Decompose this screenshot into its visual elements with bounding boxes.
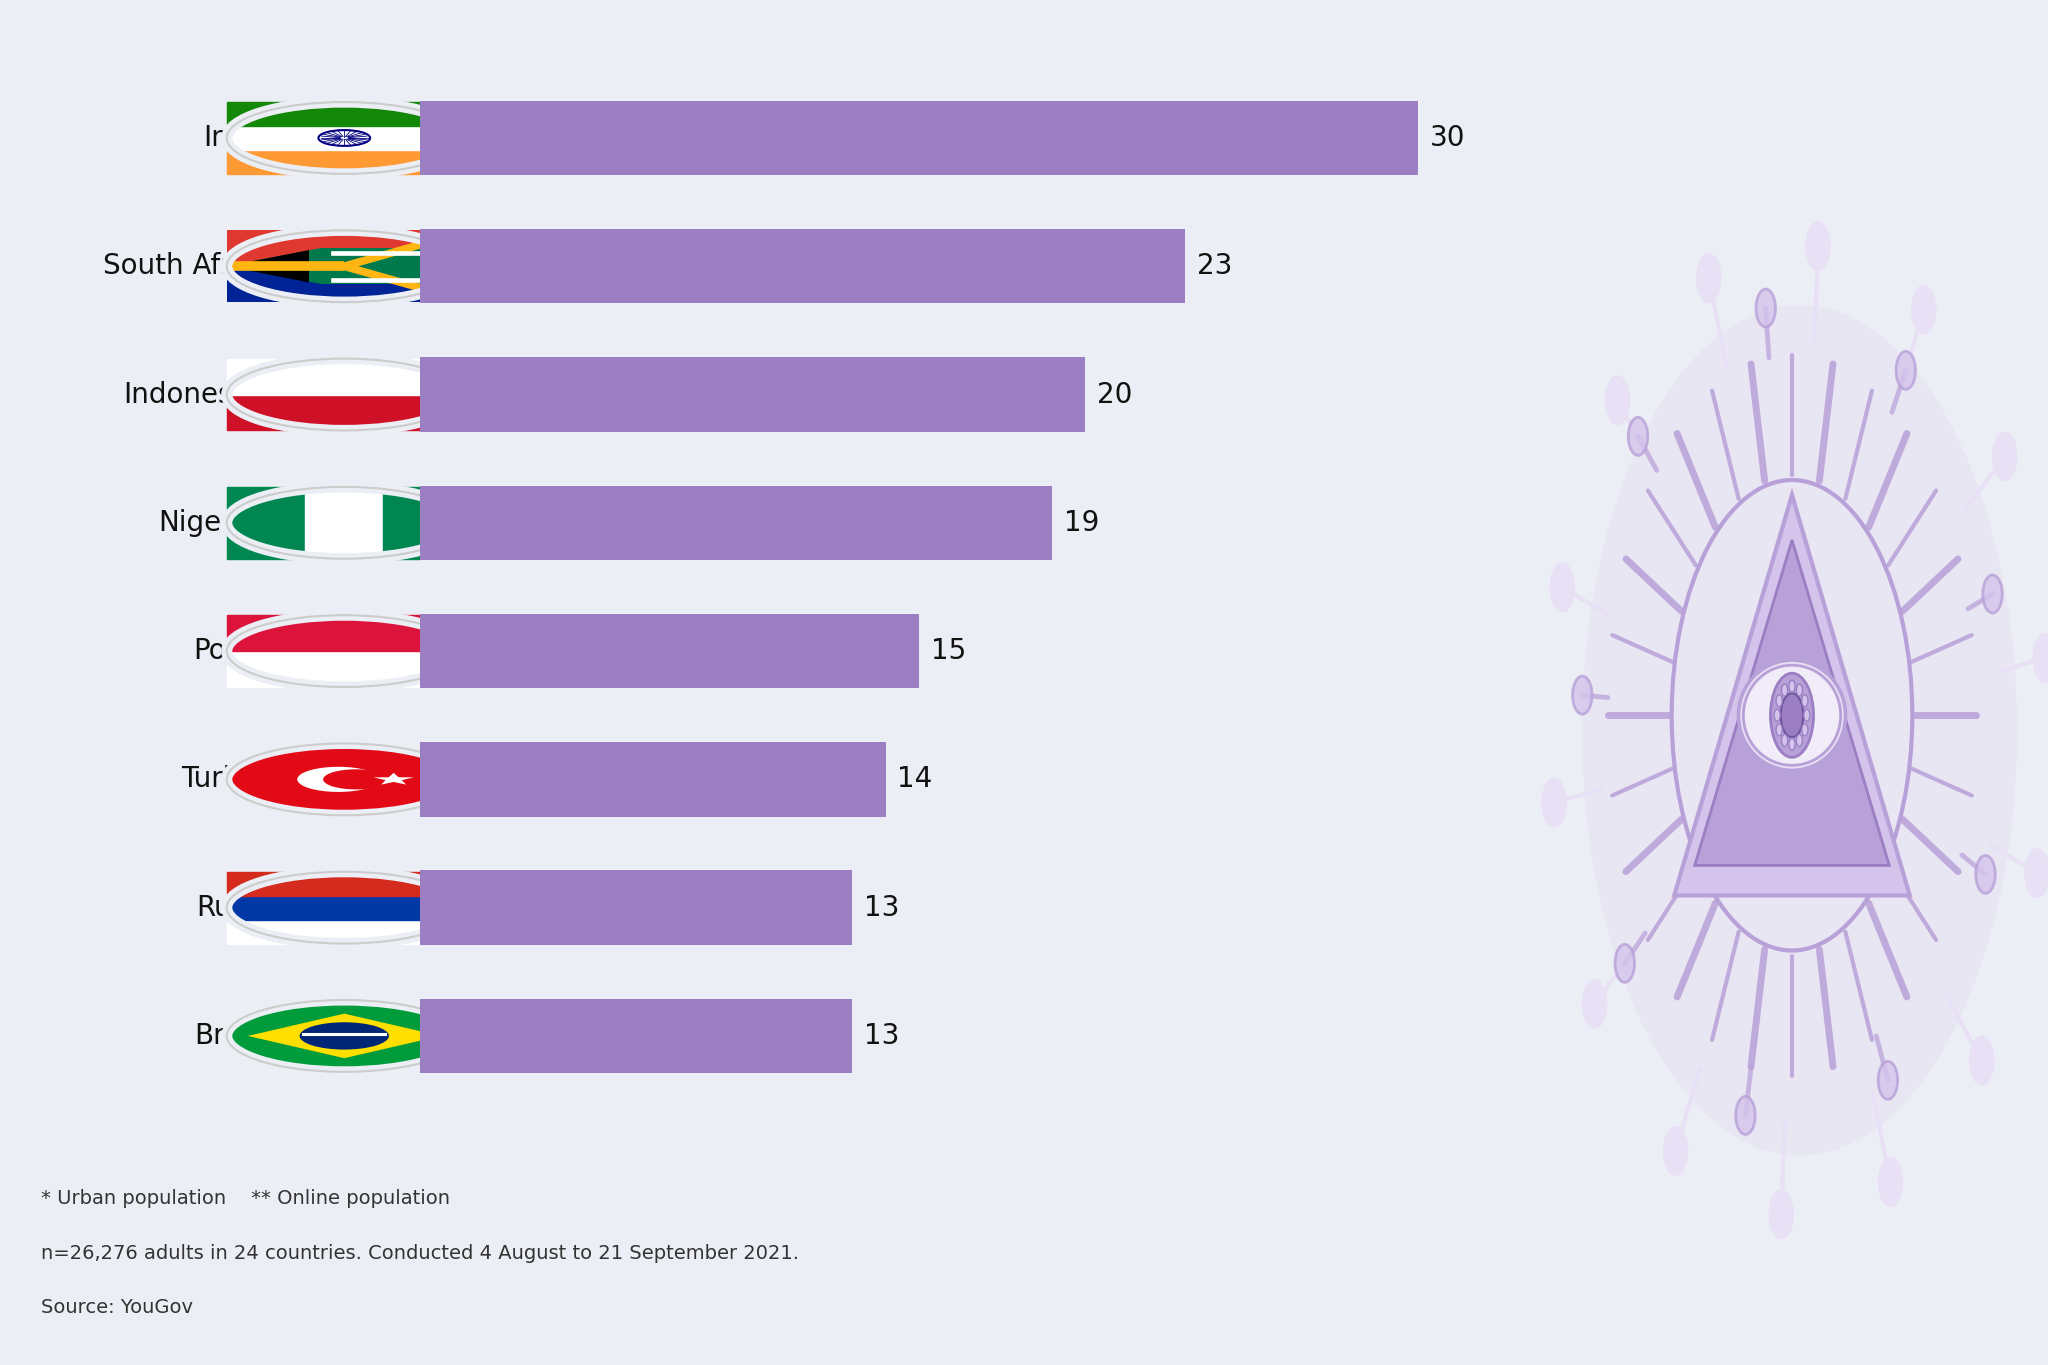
Bar: [420, 999, 852, 1073]
Circle shape: [1993, 431, 2017, 482]
Polygon shape: [227, 266, 463, 302]
Text: 14: 14: [897, 766, 932, 793]
Ellipse shape: [1739, 661, 1845, 770]
Text: n=26,276 adults in 24 countries. Conducted 4 August to 21 September 2021.: n=26,276 adults in 24 countries. Conduct…: [41, 1244, 799, 1263]
Circle shape: [227, 231, 461, 302]
Polygon shape: [373, 773, 414, 785]
Bar: [227, 895, 463, 920]
Circle shape: [1796, 684, 1802, 696]
Text: Poland: Poland: [193, 637, 285, 665]
Text: 23: 23: [1196, 253, 1233, 280]
Circle shape: [1878, 1062, 1898, 1099]
Circle shape: [1802, 695, 1808, 707]
Bar: [227, 651, 463, 687]
Circle shape: [227, 744, 461, 815]
Circle shape: [1776, 695, 1782, 707]
Circle shape: [1976, 856, 1995, 894]
Bar: [420, 486, 1053, 560]
Circle shape: [1802, 723, 1808, 736]
Bar: [227, 394, 463, 430]
Bar: [420, 871, 852, 945]
Text: Source: YouGov: Source: YouGov: [41, 1298, 193, 1317]
Circle shape: [1581, 979, 1608, 1029]
Bar: [383, 487, 463, 558]
Circle shape: [1663, 1126, 1688, 1175]
Circle shape: [1804, 710, 1810, 721]
Circle shape: [1550, 562, 1575, 613]
Text: 19: 19: [1063, 509, 1100, 536]
Circle shape: [1776, 723, 1782, 736]
Polygon shape: [1675, 495, 1909, 895]
Text: 13: 13: [864, 1022, 899, 1050]
Text: 20: 20: [1098, 381, 1133, 408]
Circle shape: [1755, 289, 1776, 328]
Circle shape: [1616, 945, 1634, 983]
Circle shape: [2032, 633, 2048, 682]
Circle shape: [1982, 575, 2003, 613]
Circle shape: [297, 767, 379, 792]
Bar: [420, 358, 1085, 431]
Circle shape: [1573, 676, 1591, 714]
Circle shape: [1606, 375, 1630, 426]
Bar: [227, 359, 463, 394]
Text: 15: 15: [930, 637, 967, 665]
Bar: [420, 229, 1186, 303]
Circle shape: [1782, 684, 1788, 696]
Bar: [420, 614, 920, 688]
Circle shape: [1780, 693, 1802, 737]
Circle shape: [1774, 710, 1780, 721]
Text: South Africa*: South Africa*: [102, 253, 285, 280]
Circle shape: [1769, 673, 1815, 758]
Text: Indonesia**: Indonesia**: [123, 381, 285, 408]
Circle shape: [324, 770, 389, 789]
Bar: [227, 126, 463, 150]
Circle shape: [1788, 680, 1794, 692]
Bar: [305, 487, 383, 558]
Text: Russia: Russia: [197, 894, 285, 921]
Circle shape: [1782, 734, 1788, 747]
Circle shape: [1968, 1035, 1995, 1085]
Bar: [420, 101, 1417, 175]
Circle shape: [1696, 254, 1722, 303]
Circle shape: [2023, 848, 2048, 898]
Bar: [227, 616, 463, 651]
Text: India*: India*: [203, 124, 285, 152]
Bar: [227, 872, 463, 895]
Circle shape: [1806, 221, 1831, 272]
Polygon shape: [1696, 541, 1888, 865]
Bar: [420, 743, 885, 816]
Circle shape: [299, 1022, 389, 1050]
Bar: [227, 920, 463, 943]
Circle shape: [1581, 304, 2017, 1156]
Text: Turkey*: Turkey*: [182, 766, 285, 793]
Circle shape: [1737, 1096, 1755, 1134]
Text: Nigeria**: Nigeria**: [158, 509, 285, 536]
Circle shape: [1796, 734, 1802, 747]
Circle shape: [1911, 285, 1937, 334]
Text: 13: 13: [864, 894, 899, 921]
Bar: [227, 487, 305, 558]
Circle shape: [1878, 1158, 1903, 1207]
Polygon shape: [227, 231, 463, 266]
Polygon shape: [248, 1014, 440, 1058]
Polygon shape: [227, 250, 309, 283]
Ellipse shape: [1743, 665, 1841, 766]
Text: Brazil*: Brazil*: [195, 1022, 285, 1050]
Circle shape: [1896, 351, 1915, 389]
Bar: [227, 150, 463, 173]
Text: * Urban population    ** Online population: * Urban population ** Online population: [41, 1189, 451, 1208]
Bar: [227, 102, 463, 126]
Circle shape: [1767, 1189, 1794, 1239]
Circle shape: [227, 1001, 461, 1072]
Text: 30: 30: [1430, 124, 1466, 152]
Circle shape: [1542, 778, 1567, 827]
Circle shape: [1788, 738, 1794, 751]
Circle shape: [1628, 418, 1649, 456]
